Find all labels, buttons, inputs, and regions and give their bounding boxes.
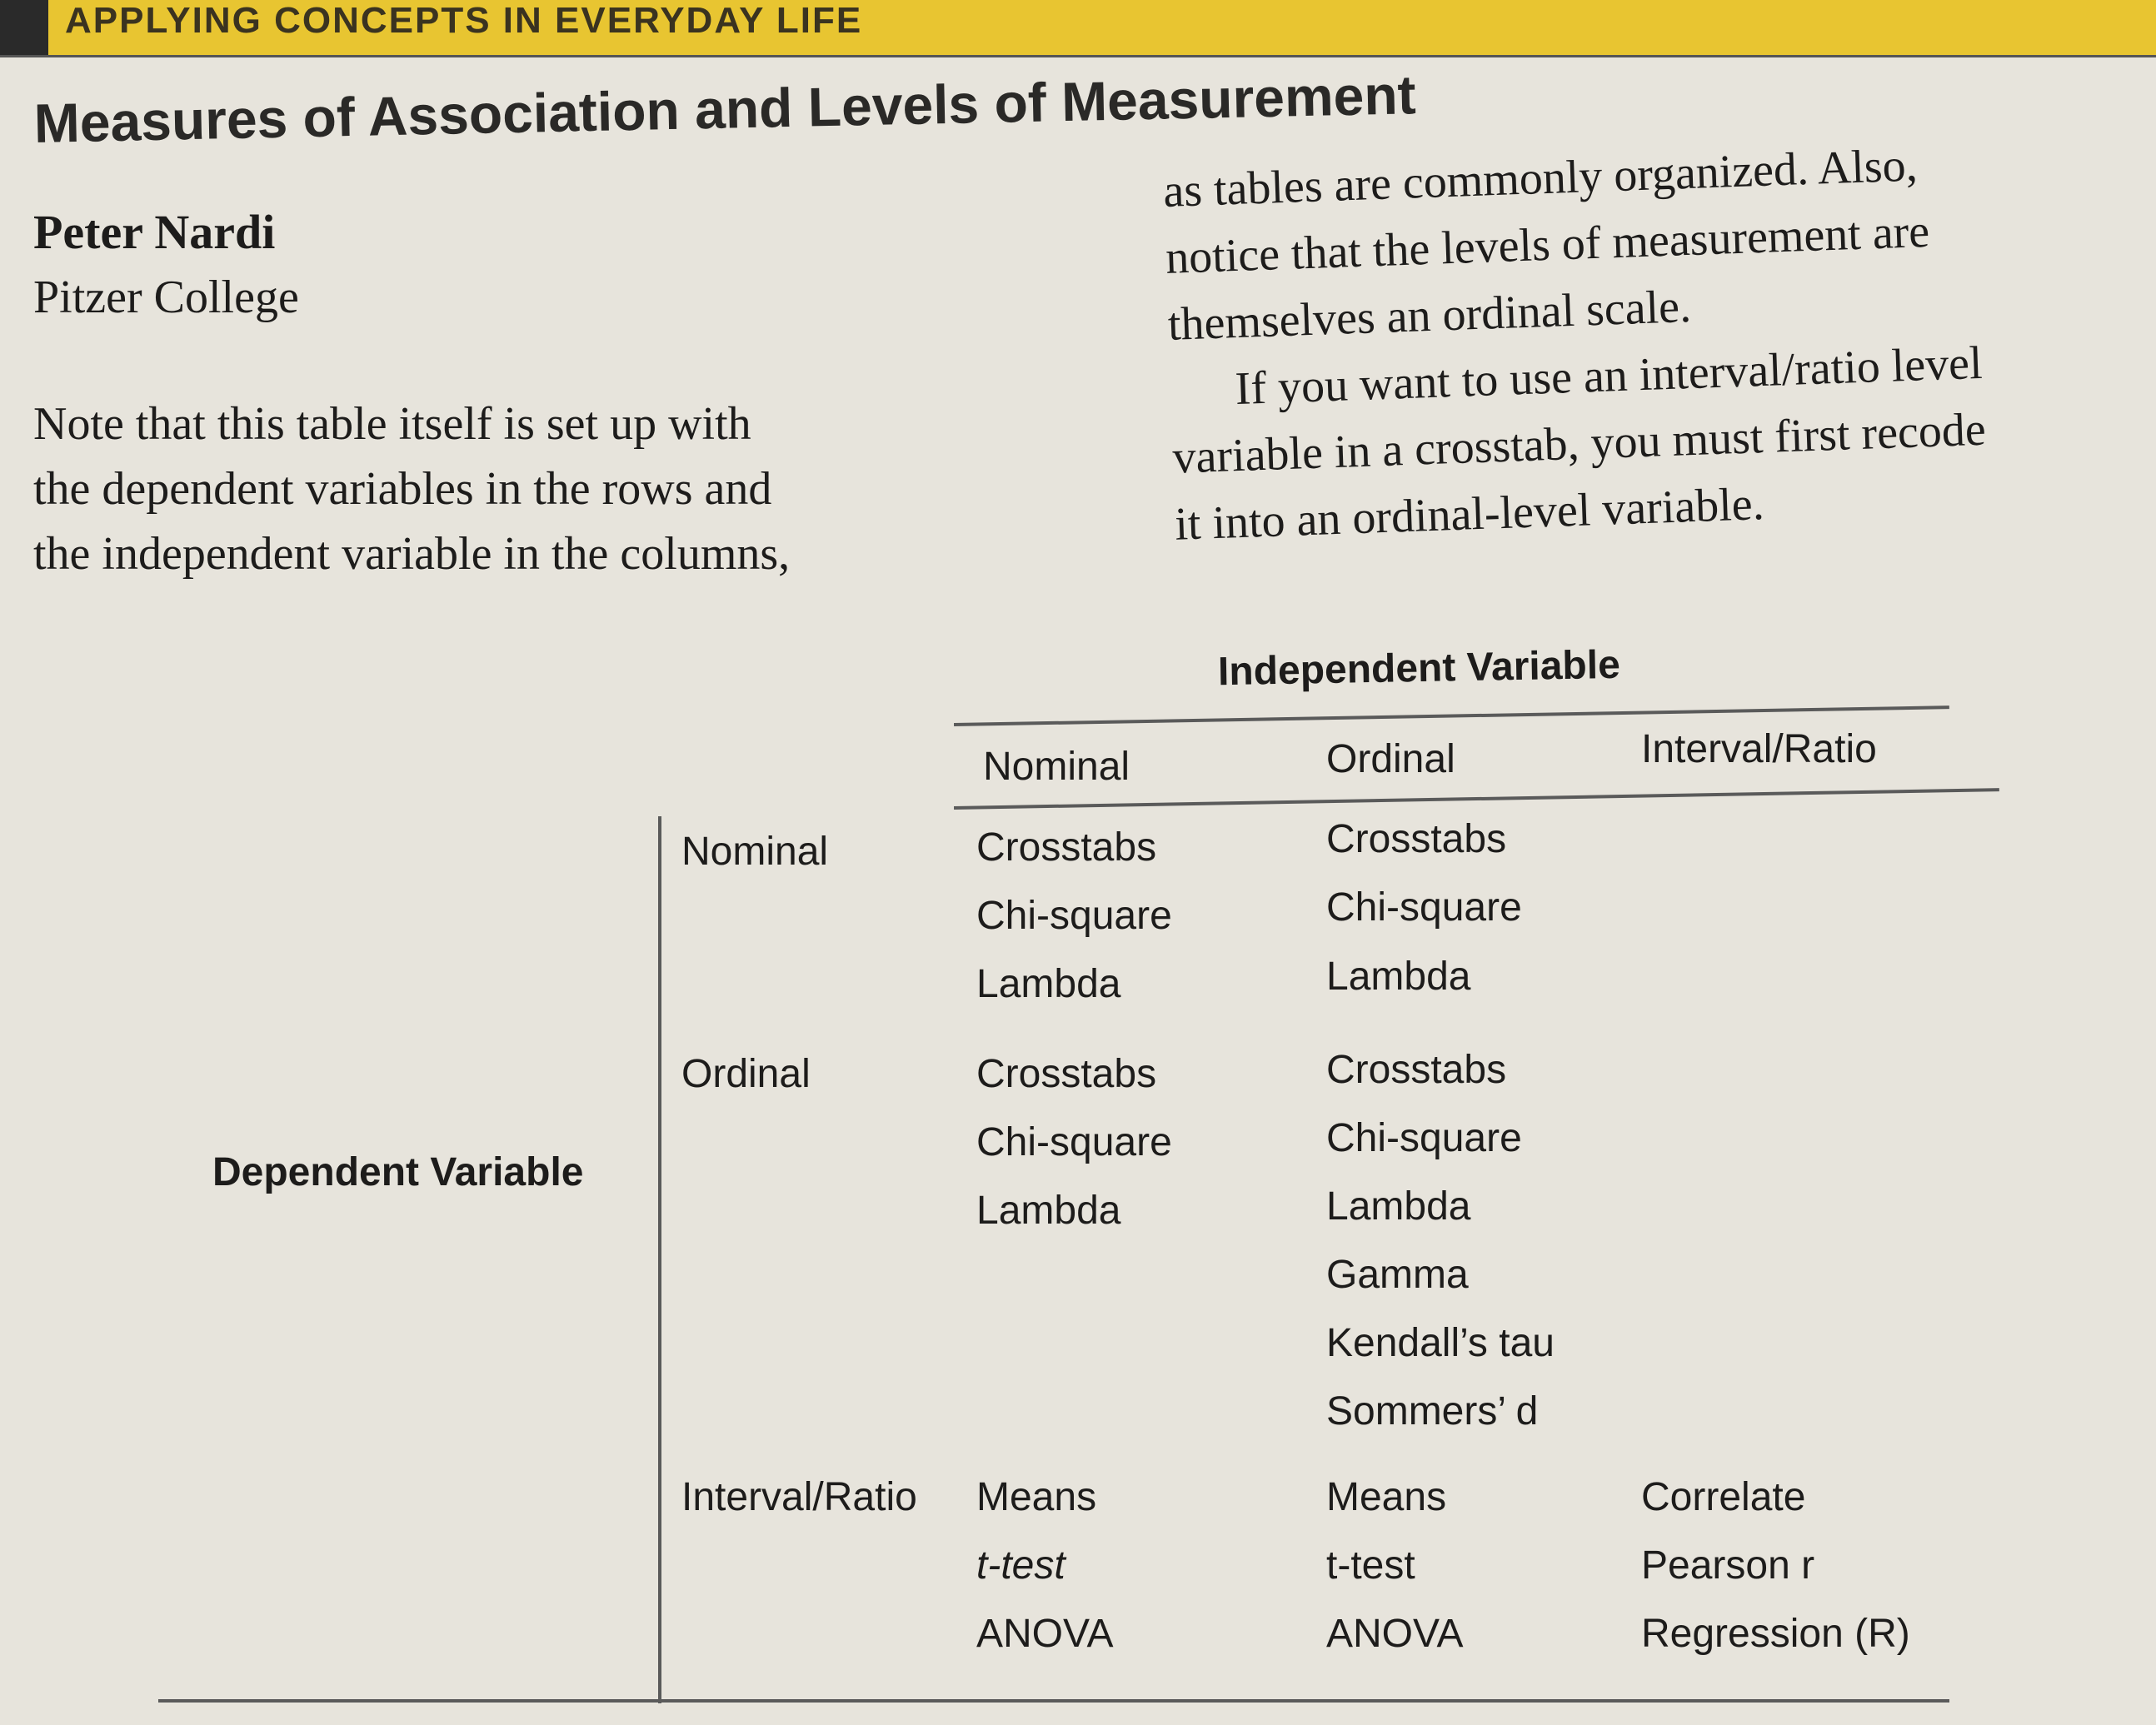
table-cell: Crosstabs	[1326, 1048, 1507, 1092]
row-divider-vertical	[658, 816, 661, 1703]
column-header-ordinal: Ordinal	[1326, 737, 1455, 781]
table-cell: Lambda	[1326, 955, 1471, 999]
author-affiliation: Pitzer College	[33, 272, 299, 323]
table-cell: Regression (R)	[1641, 1612, 1910, 1656]
table-cell: t-test	[1326, 1543, 1415, 1588]
paragraph-line: the independent variable in the columns,	[33, 528, 791, 580]
row-label-interval-ratio: Interval/Ratio	[681, 1475, 917, 1519]
dependent-variable-label: Dependent Variable	[212, 1150, 584, 1194]
table-cell: Chi-square	[976, 1120, 1172, 1164]
table-cell: Crosstabs	[1326, 817, 1507, 861]
table-cell: Crosstabs	[976, 825, 1157, 870]
independent-variable-label: Independent Variable	[1217, 642, 1621, 695]
table-cell: Gamma	[1326, 1253, 1469, 1297]
paragraph-line: the dependent variables in the rows and	[33, 463, 772, 515]
row-label-ordinal: Ordinal	[681, 1052, 811, 1096]
table-cell: Pearson r	[1641, 1543, 1815, 1588]
table-cell: Crosstabs	[976, 1052, 1157, 1096]
column-header-interval-ratio: Interval/Ratio	[1641, 727, 1877, 771]
table-cell: t-test	[976, 1543, 1066, 1588]
column-header-nominal: Nominal	[983, 745, 1130, 789]
table-cell: Chi-square	[1326, 885, 1522, 930]
section-banner: APPLYING CONCEPTS IN EVERYDAY LIFE	[0, 0, 2156, 57]
table-cell: Means	[976, 1475, 1097, 1519]
table-cell: Correlate	[1641, 1475, 1806, 1519]
banner-marker	[0, 0, 48, 55]
row-label-nominal: Nominal	[681, 830, 829, 874]
table-bottom-rule	[158, 1699, 1949, 1703]
table-cell: ANOVA	[976, 1612, 1114, 1656]
table-cell: Sommers’ d	[1326, 1389, 1539, 1433]
paragraph-line: Note that this table itself is set up wi…	[33, 398, 751, 450]
table-cell: Lambda	[976, 1189, 1121, 1233]
left-paragraph: Note that this table itself is set up wi…	[33, 391, 790, 586]
banner-text: APPLYING CONCEPTS IN EVERYDAY LIFE	[65, 0, 863, 41]
author-name: Peter Nardi	[33, 205, 276, 259]
table-cell: Chi-square	[976, 894, 1172, 938]
table-cell: Means	[1326, 1475, 1447, 1519]
table-cell: ANOVA	[1326, 1612, 1464, 1656]
table-cell: Lambda	[976, 962, 1121, 1006]
table-cell: Chi-square	[1326, 1116, 1522, 1160]
table-cell: Kendall’s tau	[1326, 1321, 1555, 1365]
column-header-rule	[954, 788, 1999, 810]
table-cell: Lambda	[1326, 1184, 1471, 1229]
independent-header-rule	[954, 705, 1949, 726]
